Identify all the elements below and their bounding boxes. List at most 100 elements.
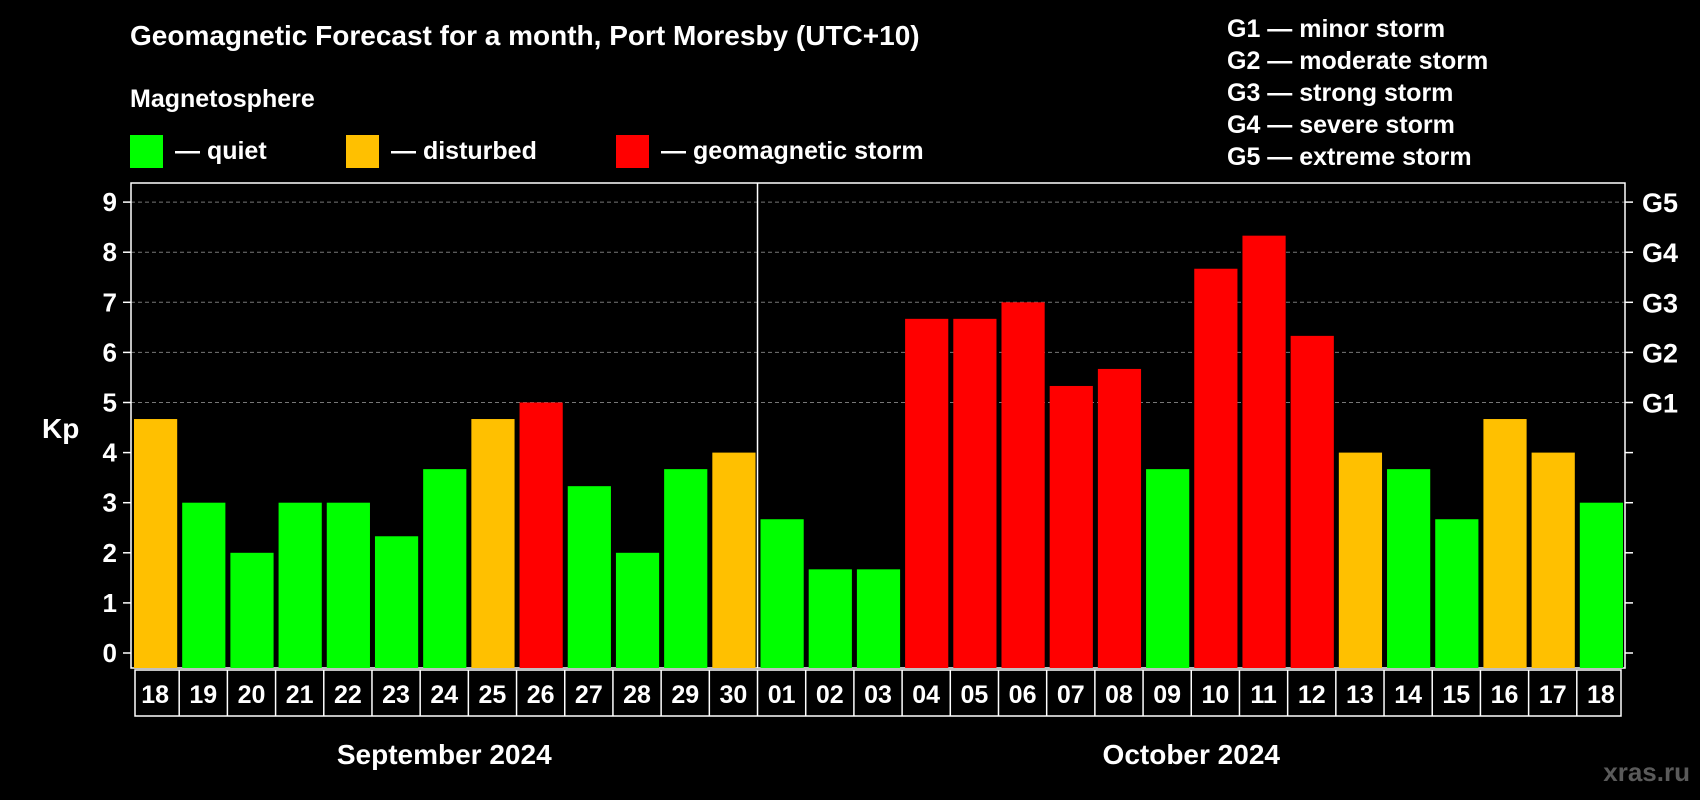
legend-storm-label: — geomagnetic storm [661, 136, 924, 165]
y-tick-label: 9 [103, 187, 117, 217]
g-level-label: G3 [1642, 288, 1678, 318]
bar-day-17 [953, 318, 997, 668]
x-tick-label: 09 [1153, 681, 1181, 709]
g-level-label: G2 [1642, 338, 1678, 368]
month-label: October 2024 [1103, 739, 1281, 770]
y-tick-label: 2 [103, 538, 117, 568]
legend-heading: Magnetosphere [130, 85, 315, 113]
y-tick-label: 4 [103, 438, 118, 468]
legend-disturbed-swatch [346, 134, 379, 168]
x-tick-label: 26 [527, 681, 555, 709]
x-tick-label: 03 [864, 681, 892, 709]
x-tick-label: 06 [1009, 681, 1037, 709]
bar-day-3 [278, 502, 322, 668]
bar-day-25 [1338, 452, 1383, 668]
legend-quiet-label: — quiet [175, 136, 267, 165]
bar-day-27 [1435, 519, 1479, 668]
y-tick-label: 3 [103, 488, 117, 518]
g-scale-item: G3 — strong storm [1227, 79, 1454, 107]
bar-day-26 [1387, 469, 1431, 668]
g-scale-item: G4 — severe storm [1227, 111, 1455, 139]
x-tick-label: 21 [286, 681, 314, 709]
x-tick-label: 22 [334, 681, 362, 709]
month-label: September 2024 [337, 739, 552, 770]
x-tick-label: 29 [671, 681, 699, 709]
y-tick-label: 0 [103, 638, 117, 668]
x-tick-label: 20 [238, 681, 266, 709]
x-tick-label: 27 [575, 681, 603, 709]
y-tick-label: 6 [103, 337, 117, 367]
x-tick-label: 04 [912, 681, 940, 709]
x-tick-label: 19 [189, 681, 217, 709]
bar-day-18 [1001, 302, 1045, 668]
date-axis-frame [134, 669, 1622, 717]
x-tick-label: 07 [1057, 681, 1085, 709]
watermark: xras.ru [1603, 757, 1690, 787]
x-tick-label: 11 [1250, 681, 1277, 709]
chart-title: Geomagnetic Forecast for a month, Port M… [130, 20, 920, 51]
y-tick-label: 7 [103, 287, 117, 317]
bar-day-14 [808, 569, 852, 668]
x-tick-label: 25 [479, 681, 507, 709]
g-scale-item: G2 — moderate storm [1227, 47, 1489, 75]
legend-storm-swatch [616, 134, 649, 168]
g-scale-item: G5 — extreme storm [1227, 143, 1472, 171]
bar-day-11 [664, 469, 708, 668]
x-tick-label: 28 [623, 681, 651, 709]
bar-day-28 [1483, 419, 1527, 668]
bar-day-1 [182, 502, 226, 668]
x-tick-label: 13 [1346, 681, 1374, 709]
y-tick-label: 1 [103, 588, 117, 618]
legend-storm: — geomagnetic storm [616, 134, 924, 168]
bar-day-5 [374, 536, 419, 668]
g-level-label: G1 [1642, 389, 1678, 419]
bar-day-29 [1531, 452, 1575, 668]
x-tick-label: 12 [1298, 681, 1326, 709]
x-tick-label: 15 [1442, 681, 1470, 709]
bar-day-10 [615, 552, 660, 668]
y-axis-label: Kp [42, 413, 79, 444]
bar-day-2 [230, 552, 274, 668]
x-tick-label: 02 [816, 681, 844, 709]
x-tick-label: 01 [768, 681, 796, 709]
x-tick-label: 16 [1491, 681, 1519, 709]
bar-day-7 [471, 419, 515, 668]
x-tick-label: 23 [382, 681, 410, 709]
legend-disturbed: — disturbed [346, 134, 537, 168]
x-tick-label: 18 [141, 681, 169, 709]
x-tick-label: 24 [430, 681, 458, 709]
bar-day-20 [1097, 368, 1142, 668]
bar-day-9 [567, 486, 611, 668]
bar-day-19 [1049, 385, 1093, 668]
g-scale-item: G1 — minor storm [1227, 15, 1446, 43]
bar-day-21 [1146, 469, 1190, 668]
bar-day-8 [519, 402, 563, 668]
g-level-label: G5 [1642, 188, 1678, 218]
g-scale-legend: G1 — minor storm G2 — moderate storm G3 … [1227, 13, 1488, 173]
x-tick-label: 17 [1539, 681, 1567, 709]
y-tick-label: 5 [103, 388, 117, 418]
bar-day-6 [423, 469, 467, 668]
bar-day-24 [1290, 335, 1334, 668]
bar-day-23 [1242, 235, 1286, 669]
bar-day-30 [1579, 502, 1623, 668]
legend-disturbed-label: — disturbed [391, 136, 537, 165]
legend-quiet: — quiet [130, 134, 267, 168]
x-tick-label: 18 [1587, 681, 1615, 709]
g-level-label: G4 [1642, 238, 1678, 268]
bar-day-16 [905, 318, 949, 668]
bar-day-13 [760, 519, 804, 668]
x-tick-label: 14 [1394, 681, 1422, 709]
x-tick-label: 30 [720, 681, 748, 709]
bar-day-12 [712, 452, 756, 668]
x-tick-label: 08 [1105, 681, 1133, 709]
bar-day-0 [134, 419, 178, 668]
x-tick-label: 05 [960, 681, 988, 709]
y-tick-label: 8 [103, 237, 117, 267]
legend-quiet-swatch [130, 134, 163, 168]
bar-day-15 [856, 569, 901, 668]
bar-day-4 [326, 502, 370, 668]
bar-day-22 [1194, 268, 1238, 668]
x-tick-label: 10 [1201, 681, 1229, 709]
